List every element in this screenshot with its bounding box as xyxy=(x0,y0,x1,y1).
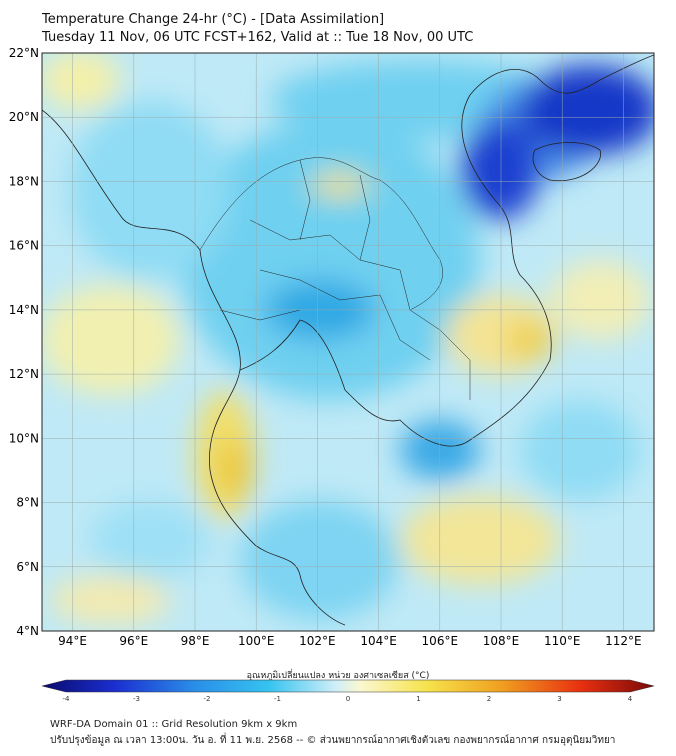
colorbar-ticks: -4 -3 -2 -1 0 1 2 3 4 xyxy=(63,695,633,703)
map-frame xyxy=(41,52,655,632)
lon-label: 104°E xyxy=(360,634,397,648)
lon-label: 94°E xyxy=(58,634,87,648)
lat-label: 6°N xyxy=(16,560,39,574)
colorbar-tick-label: 4 xyxy=(628,695,633,703)
colorbar-tick-label: -1 xyxy=(274,695,281,703)
temperature-field xyxy=(42,53,654,631)
lat-label: 12°N xyxy=(9,367,39,381)
map-axis-labels: 22°N 20°N 18°N 16°N 14°N 12°N 10°N 8°N 6°N 4°N 94°… xyxy=(9,46,642,648)
lon-label: 112°E xyxy=(605,634,642,648)
lat-label: 20°N xyxy=(9,110,39,124)
lat-label: 4°N xyxy=(16,624,39,638)
colorbar-tick-label: -3 xyxy=(133,695,140,703)
lon-label: 110°E xyxy=(544,634,581,648)
lon-label: 106°E xyxy=(422,634,459,648)
lon-label: 102°E xyxy=(299,634,336,648)
border-lines xyxy=(199,157,471,400)
lat-label: 8°N xyxy=(16,496,39,510)
colorbar-tick-label: -4 xyxy=(63,695,71,703)
coastline-lines xyxy=(42,54,654,626)
colorbar-tick-label: 2 xyxy=(487,695,491,703)
colorbar-tick-label: 1 xyxy=(416,695,420,703)
map-title: Temperature Change 24-hr (°C) - [Data As… xyxy=(42,12,385,27)
lat-label: 18°N xyxy=(9,174,39,188)
lat-label: 22°N xyxy=(9,46,39,60)
colorbar-tick-label: -2 xyxy=(204,695,211,703)
lat-label: 10°N xyxy=(9,431,39,445)
footer-credit: ปรับปรุงข้อมูล ณ เวลา 13:00น. วัน อ. ที่… xyxy=(50,735,616,746)
map-subtitle: Tuesday 11 Nov, 06 UTC FCST+162, Valid a… xyxy=(42,30,474,45)
lon-label: 100°E xyxy=(238,634,275,648)
footer-model-info: WRF-DA Domain 01 :: Grid Resolution 9km … xyxy=(50,719,298,730)
lat-label: 16°N xyxy=(9,239,39,253)
colorbar-tick-label: 0 xyxy=(346,695,350,703)
lat-label: 14°N xyxy=(9,303,39,317)
lon-label: 108°E xyxy=(483,634,520,648)
colorbar-label: อุณหภูมิเปลี่ยนแปลง หน่วย องศาเซลเซียส (… xyxy=(246,671,430,681)
colorbar-tick-label: 3 xyxy=(557,695,561,703)
colorbar-ramp xyxy=(41,679,655,693)
lon-label: 96°E xyxy=(119,634,148,648)
lon-label: 98°E xyxy=(181,634,210,648)
